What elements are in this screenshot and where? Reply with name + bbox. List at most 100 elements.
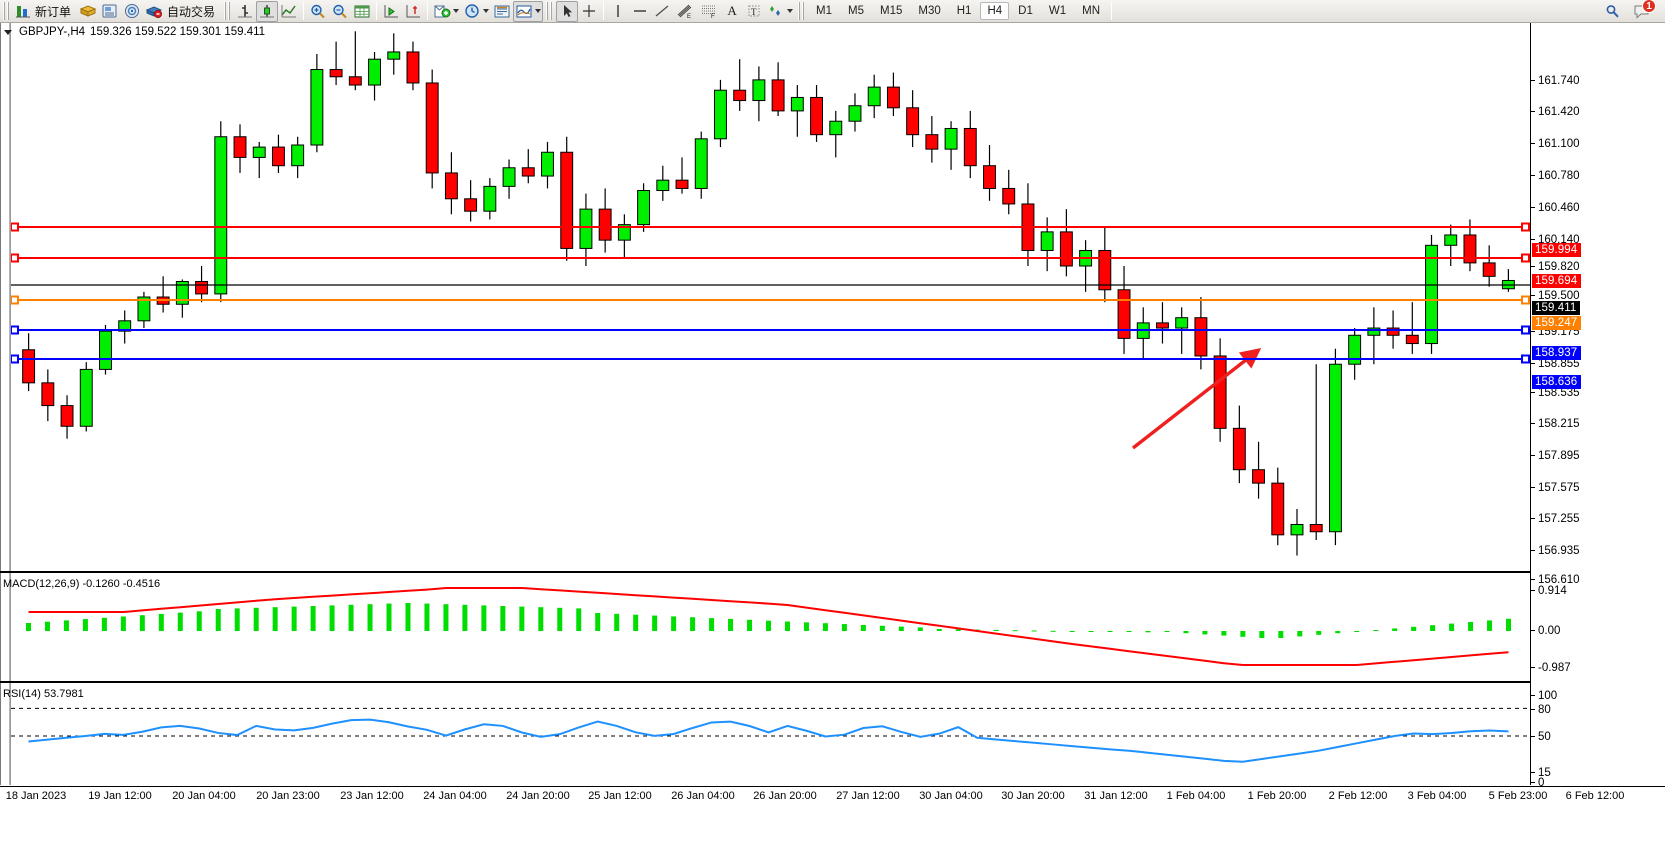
toolbar-grip-2[interactable] [224, 2, 232, 20]
shapes-button[interactable] [765, 1, 795, 22]
timeframe-m15[interactable]: M15 [880, 5, 903, 17]
fibonacci-button[interactable]: F [697, 1, 721, 22]
time-axis-tick: 18 Jan 2023 [5, 790, 67, 802]
templates-button[interactable] [491, 1, 513, 22]
news-button[interactable] [99, 1, 121, 22]
macd-histogram-bar [879, 625, 885, 631]
svg-text:F: F [711, 14, 715, 19]
macd-histogram-bar [215, 609, 221, 631]
signals-button[interactable] [121, 1, 143, 22]
price-level-label-support-2[interactable]: 158.636 [1532, 375, 1582, 389]
candle [790, 96, 804, 112]
candle [598, 208, 612, 241]
timeframe-w1[interactable]: W1 [1048, 5, 1067, 17]
candle [444, 172, 458, 200]
chevron-down-icon-4[interactable] [787, 9, 794, 13]
price-axis-tick: 0.914 [1531, 585, 1567, 597]
price-axis[interactable]: 161.740 161.420 161.100 160.780 160.460 160.1… [1530, 23, 1665, 789]
auto-trading-label: 自动交易 [167, 4, 216, 19]
equidistant-channel-button[interactable]: E [673, 1, 697, 22]
macd-histogram-bar [803, 622, 809, 631]
time-axis-tick: 20 Jan 23:00 [256, 790, 320, 802]
timeframe-h1[interactable]: H1 [956, 5, 972, 17]
toolbar-grip-4[interactable] [798, 2, 806, 20]
zoom-in-icon [311, 4, 325, 19]
chart-symbol-bar: GBPJPY-,H4 159.326 159.522 159.301 159.4… [4, 25, 265, 39]
chart-left-border [10, 23, 11, 785]
zoom-in-button[interactable] [307, 1, 329, 22]
macd-histogram-bar [1050, 630, 1056, 632]
rsi-indicator-label: RSI(14) 53.7981 [3, 688, 84, 700]
line-chart-button[interactable] [278, 1, 300, 22]
chart-shift-button[interactable] [402, 1, 424, 22]
macd-histogram-bar [1411, 626, 1417, 631]
price-level-label-support-1[interactable]: 158.937 [1532, 346, 1582, 360]
chevron-down-icon-3[interactable] [535, 9, 542, 13]
candle [1117, 289, 1131, 339]
period-button[interactable] [461, 1, 491, 22]
wallet-button[interactable] [77, 1, 99, 22]
price-pane[interactable] [11, 23, 1530, 570]
add-indicator-button[interactable] [431, 1, 461, 22]
timeframe-m5[interactable]: M5 [848, 5, 864, 17]
timeframe-d1[interactable]: D1 [1018, 5, 1033, 17]
cursor-button[interactable] [556, 0, 579, 22]
vertical-line-button[interactable] [607, 1, 629, 22]
chevron-down-icon-symbol[interactable] [4, 29, 12, 35]
indicators-list-button[interactable] [513, 0, 544, 22]
price-level-label-bid-price[interactable]: 159.247 [1532, 316, 1582, 330]
auto-trading-button[interactable]: 自动交易 [143, 1, 221, 22]
chevron-down-icon-2[interactable] [483, 9, 490, 13]
candle [1021, 203, 1035, 251]
toolbar-grip-3[interactable] [546, 2, 554, 20]
price-level-label-resistance-1[interactable]: 159.994 [1532, 243, 1582, 257]
crosshair-button[interactable] [578, 1, 600, 22]
crosshair-icon [583, 5, 596, 17]
candle [1232, 427, 1246, 471]
trendline-button[interactable] [651, 1, 673, 22]
data-window-button[interactable] [351, 1, 373, 22]
horizontal-line-button[interactable] [629, 1, 651, 22]
candle [214, 136, 228, 295]
chart-window[interactable]: GBPJPY-,H4 159.326 159.522 159.301 159.4… [0, 23, 1665, 858]
auto-scroll-button[interactable] [380, 1, 402, 22]
search-button[interactable] [1601, 1, 1623, 22]
macd-histogram-bar [234, 608, 240, 631]
price-level-label-last-price[interactable]: 159.411 [1532, 301, 1581, 315]
toolbar-grip[interactable] [3, 2, 10, 20]
notifications-button[interactable]: 1 [1631, 0, 1656, 22]
macd-histogram-bar [348, 604, 354, 631]
timeframe-m30[interactable]: M30 [918, 5, 941, 17]
bar-chart-button[interactable] [234, 1, 256, 22]
chevron-down-icon[interactable] [453, 9, 460, 13]
candle [906, 107, 920, 136]
time-axis[interactable]: 18 Jan 2023 19 Jan 12:00 20 Jan 04:00 20 Ja… [0, 786, 1665, 808]
zoom-out-button[interactable] [329, 1, 351, 22]
macd-histogram-bar [120, 616, 126, 631]
macd-pane[interactable] [11, 576, 1530, 680]
timeframe-m1[interactable]: M1 [816, 5, 833, 17]
price-level-label-resistance-2[interactable]: 159.694 [1532, 274, 1582, 288]
macd-histogram-bar [1354, 631, 1360, 632]
candlestick-chart-button[interactable] [256, 0, 279, 22]
candle [848, 105, 862, 122]
macd-histogram-bar [405, 603, 411, 631]
text-label-icon: T [748, 5, 760, 17]
timeframe-mn[interactable]: MN [1082, 5, 1100, 17]
candle [1386, 327, 1400, 336]
text-button[interactable]: A [721, 1, 743, 22]
clock-icon [465, 4, 479, 18]
candlestick-plot [22, 31, 1515, 556]
rsi-pane[interactable] [11, 686, 1530, 785]
candle [502, 167, 516, 187]
timeframe-h4[interactable]: H4 [980, 2, 1010, 20]
new-order-button[interactable]: 新订单 [13, 1, 77, 22]
candle [1271, 482, 1285, 536]
macd-rsi-divider [0, 681, 1530, 683]
macd-histogram-bar [63, 620, 69, 631]
candle [541, 151, 554, 177]
arrow-cursor-icon [564, 5, 573, 17]
text-label-button[interactable]: T [743, 1, 765, 22]
time-axis-tick: 20 Jan 04:00 [172, 790, 236, 802]
macd-histogram-bar [1202, 631, 1208, 635]
